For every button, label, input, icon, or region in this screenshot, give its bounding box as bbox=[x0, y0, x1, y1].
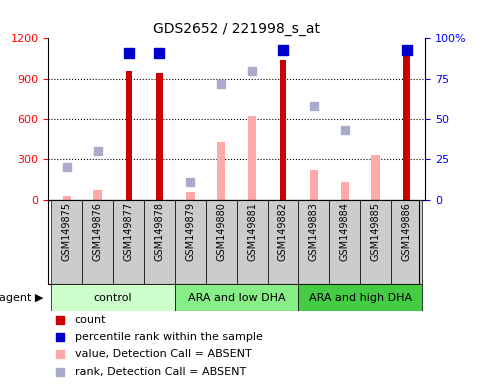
Text: GSM149883: GSM149883 bbox=[309, 202, 319, 261]
Bar bbox=[268, 200, 298, 284]
Bar bbox=[310, 170, 318, 200]
Text: ARA and high DHA: ARA and high DHA bbox=[309, 293, 412, 303]
Bar bbox=[298, 200, 329, 284]
Bar bbox=[298, 284, 422, 311]
Bar bbox=[371, 156, 380, 200]
Bar bbox=[360, 200, 391, 284]
Text: GSM149878: GSM149878 bbox=[155, 202, 165, 261]
Bar bbox=[280, 60, 286, 200]
Bar bbox=[237, 200, 268, 284]
Text: control: control bbox=[94, 293, 132, 303]
Bar bbox=[341, 182, 349, 200]
Text: GSM149882: GSM149882 bbox=[278, 202, 288, 261]
Bar bbox=[217, 142, 226, 200]
Text: GSM149880: GSM149880 bbox=[216, 202, 226, 261]
Text: GSM149879: GSM149879 bbox=[185, 202, 195, 261]
Text: GSM149876: GSM149876 bbox=[93, 202, 103, 261]
Bar bbox=[126, 71, 132, 200]
Bar bbox=[144, 200, 175, 284]
Bar bbox=[248, 116, 256, 200]
Bar bbox=[391, 200, 422, 284]
Text: GSM149877: GSM149877 bbox=[124, 202, 134, 262]
Bar bbox=[156, 73, 163, 200]
Text: GSM149885: GSM149885 bbox=[370, 202, 381, 261]
Bar bbox=[329, 200, 360, 284]
Text: GSM149881: GSM149881 bbox=[247, 202, 257, 261]
Bar bbox=[94, 190, 102, 200]
Bar bbox=[82, 200, 113, 284]
Text: rank, Detection Call = ABSENT: rank, Detection Call = ABSENT bbox=[75, 366, 246, 377]
Bar bbox=[175, 200, 206, 284]
Bar bbox=[186, 192, 195, 200]
Bar bbox=[51, 200, 82, 284]
Text: agent ▶: agent ▶ bbox=[0, 293, 43, 303]
Bar bbox=[175, 284, 298, 311]
Title: GDS2652 / 221998_s_at: GDS2652 / 221998_s_at bbox=[153, 22, 320, 36]
Bar bbox=[63, 196, 71, 200]
Bar bbox=[51, 284, 175, 311]
Text: ARA and low DHA: ARA and low DHA bbox=[188, 293, 285, 303]
Text: value, Detection Call = ABSENT: value, Detection Call = ABSENT bbox=[75, 349, 252, 359]
Bar bbox=[403, 55, 410, 200]
Text: percentile rank within the sample: percentile rank within the sample bbox=[75, 332, 263, 342]
Text: GSM149884: GSM149884 bbox=[340, 202, 350, 261]
Bar bbox=[113, 200, 144, 284]
Text: GSM149875: GSM149875 bbox=[62, 202, 72, 262]
Text: count: count bbox=[75, 314, 106, 325]
Text: GSM149886: GSM149886 bbox=[401, 202, 412, 261]
Bar bbox=[206, 200, 237, 284]
